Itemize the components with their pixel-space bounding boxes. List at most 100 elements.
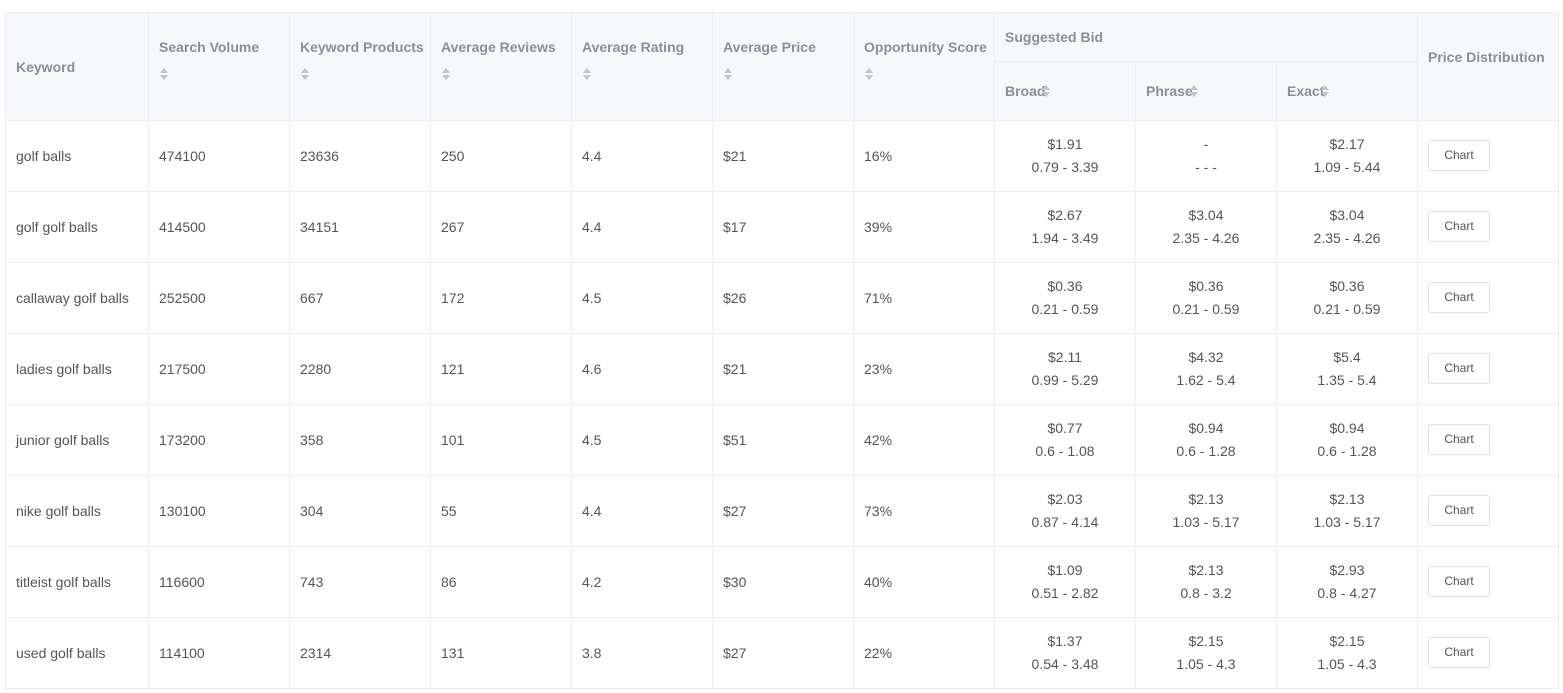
average-price-cell: $26 <box>712 262 854 334</box>
table-row: titleist golf balls 116600 743 86 4.2 $3… <box>5 546 1559 618</box>
header-keyword: Keyword <box>5 12 149 121</box>
table-row: used golf balls 114100 2314 131 3.8 $27 … <box>5 617 1559 689</box>
header-average-rating[interactable]: Average Rating <box>571 12 713 121</box>
phrase-bid-cell: $2.13 1.03 - 5.17 <box>1135 475 1277 547</box>
opportunity-score-cell: 22% <box>853 617 995 689</box>
average-price-cell: $27 <box>712 475 854 547</box>
price-distribution-cell: Chart <box>1417 546 1559 618</box>
average-reviews-cell: 121 <box>430 333 572 405</box>
header-average-price[interactable]: Average Price <box>712 12 854 121</box>
keyword-products-cell: 2314 <box>289 617 431 689</box>
search-volume-cell: 114100 <box>148 617 290 689</box>
phrase-bid-cell: $2.13 0.8 - 3.2 <box>1135 546 1277 618</box>
header-average-reviews[interactable]: Average Reviews <box>430 12 572 121</box>
phrase-bid-cell: $4.32 1.62 - 5.4 <box>1135 333 1277 405</box>
opportunity-score-cell: 40% <box>853 546 995 618</box>
table-row: ladies golf balls 217500 2280 121 4.6 $2… <box>5 333 1559 405</box>
header-opportunity-score[interactable]: Opportunity Score <box>853 12 995 121</box>
broad-bid-cell: $2.03 0.87 - 4.14 <box>994 475 1136 547</box>
average-rating-cell: 4.5 <box>571 404 713 476</box>
chart-button[interactable]: Chart <box>1428 210 1490 242</box>
broad-bid-cell: $1.37 0.54 - 3.48 <box>994 617 1136 689</box>
search-volume-cell: 474100 <box>148 120 290 192</box>
price-distribution-cell: Chart <box>1417 191 1559 263</box>
keyword-cell: junior golf balls <box>5 404 149 476</box>
phrase-bid-cell: $3.04 2.35 - 4.26 <box>1135 191 1277 263</box>
table-row: nike golf balls 130100 304 55 4.4 $27 73… <box>5 475 1559 547</box>
keyword-products-cell: 743 <box>289 546 431 618</box>
average-price-cell: $51 <box>712 404 854 476</box>
sort-caret-icon[interactable] <box>1189 85 1199 99</box>
chart-button[interactable]: Chart <box>1428 494 1490 526</box>
header-search-volume[interactable]: Search Volume <box>148 12 290 121</box>
chart-button[interactable]: Chart <box>1428 565 1490 597</box>
average-rating-cell: 4.4 <box>571 120 713 192</box>
keyword-cell: used golf balls <box>5 617 149 689</box>
average-reviews-cell: 250 <box>430 120 572 192</box>
average-rating-cell: 4.2 <box>571 546 713 618</box>
average-rating-cell: 4.4 <box>571 475 713 547</box>
header-broad[interactable]: Broad <box>994 61 1136 121</box>
search-volume-cell: 173200 <box>148 404 290 476</box>
search-volume-cell: 130100 <box>148 475 290 547</box>
table-row: callaway golf balls 252500 667 172 4.5 $… <box>5 262 1559 334</box>
exact-bid-cell: $2.15 1.05 - 4.3 <box>1276 617 1418 689</box>
average-reviews-cell: 172 <box>430 262 572 334</box>
chart-button[interactable]: Chart <box>1428 281 1490 313</box>
average-rating-cell: 4.6 <box>571 333 713 405</box>
average-price-cell: $30 <box>712 546 854 618</box>
keyword-products-cell: 23636 <box>289 120 431 192</box>
average-reviews-cell: 131 <box>430 617 572 689</box>
phrase-bid-cell: $0.36 0.21 - 0.59 <box>1135 262 1277 334</box>
average-reviews-cell: 55 <box>430 475 572 547</box>
sort-caret-icon[interactable] <box>159 68 169 82</box>
broad-bid-cell: $0.36 0.21 - 0.59 <box>994 262 1136 334</box>
chart-button[interactable]: Chart <box>1428 352 1490 384</box>
chart-button[interactable]: Chart <box>1428 139 1490 171</box>
average-rating-cell: 4.4 <box>571 191 713 263</box>
sort-caret-icon[interactable] <box>582 68 592 82</box>
sort-caret-icon[interactable] <box>864 68 874 82</box>
header-keyword-products[interactable]: Keyword Products <box>289 12 431 121</box>
exact-bid-cell: $0.94 0.6 - 1.28 <box>1276 404 1418 476</box>
exact-bid-cell: $2.13 1.03 - 5.17 <box>1276 475 1418 547</box>
opportunity-score-cell: 42% <box>853 404 995 476</box>
search-volume-cell: 116600 <box>148 546 290 618</box>
opportunity-score-cell: 23% <box>853 333 995 405</box>
header-phrase[interactable]: Phrase <box>1135 61 1277 121</box>
sort-caret-icon[interactable] <box>441 68 451 82</box>
keyword-products-cell: 34151 <box>289 191 431 263</box>
keyword-products-cell: 2280 <box>289 333 431 405</box>
table-row: golf golf balls 414500 34151 267 4.4 $17… <box>5 191 1559 263</box>
keyword-cell: titleist golf balls <box>5 546 149 618</box>
sort-caret-icon[interactable] <box>300 68 310 82</box>
header-suggested-bid: Suggested Bid <box>994 12 1418 62</box>
opportunity-score-cell: 73% <box>853 475 995 547</box>
broad-bid-cell: $1.09 0.51 - 2.82 <box>994 546 1136 618</box>
keyword-cell: nike golf balls <box>5 475 149 547</box>
chart-button[interactable]: Chart <box>1428 423 1490 455</box>
search-volume-cell: 217500 <box>148 333 290 405</box>
sort-caret-icon[interactable] <box>1041 85 1051 99</box>
price-distribution-cell: Chart <box>1417 404 1559 476</box>
average-price-cell: $17 <box>712 191 854 263</box>
table-body: golf balls 474100 23636 250 4.4 $21 16% … <box>5 120 1559 689</box>
average-price-cell: $27 <box>712 617 854 689</box>
table-row: golf balls 474100 23636 250 4.4 $21 16% … <box>5 120 1559 192</box>
keyword-cell: golf balls <box>5 120 149 192</box>
header-exact[interactable]: Exact <box>1276 61 1418 121</box>
search-volume-cell: 252500 <box>148 262 290 334</box>
average-reviews-cell: 267 <box>430 191 572 263</box>
keyword-products-cell: 667 <box>289 262 431 334</box>
keyword-cell: callaway golf balls <box>5 262 149 334</box>
average-reviews-cell: 101 <box>430 404 572 476</box>
exact-bid-cell: $2.93 0.8 - 4.27 <box>1276 546 1418 618</box>
opportunity-score-cell: 39% <box>853 191 995 263</box>
sort-caret-icon[interactable] <box>1320 85 1330 99</box>
sort-caret-icon[interactable] <box>723 68 733 82</box>
exact-bid-cell: $5.4 1.35 - 5.4 <box>1276 333 1418 405</box>
broad-bid-cell: $2.67 1.94 - 3.49 <box>994 191 1136 263</box>
chart-button[interactable]: Chart <box>1428 636 1490 668</box>
average-rating-cell: 3.8 <box>571 617 713 689</box>
phrase-bid-cell: $0.94 0.6 - 1.28 <box>1135 404 1277 476</box>
